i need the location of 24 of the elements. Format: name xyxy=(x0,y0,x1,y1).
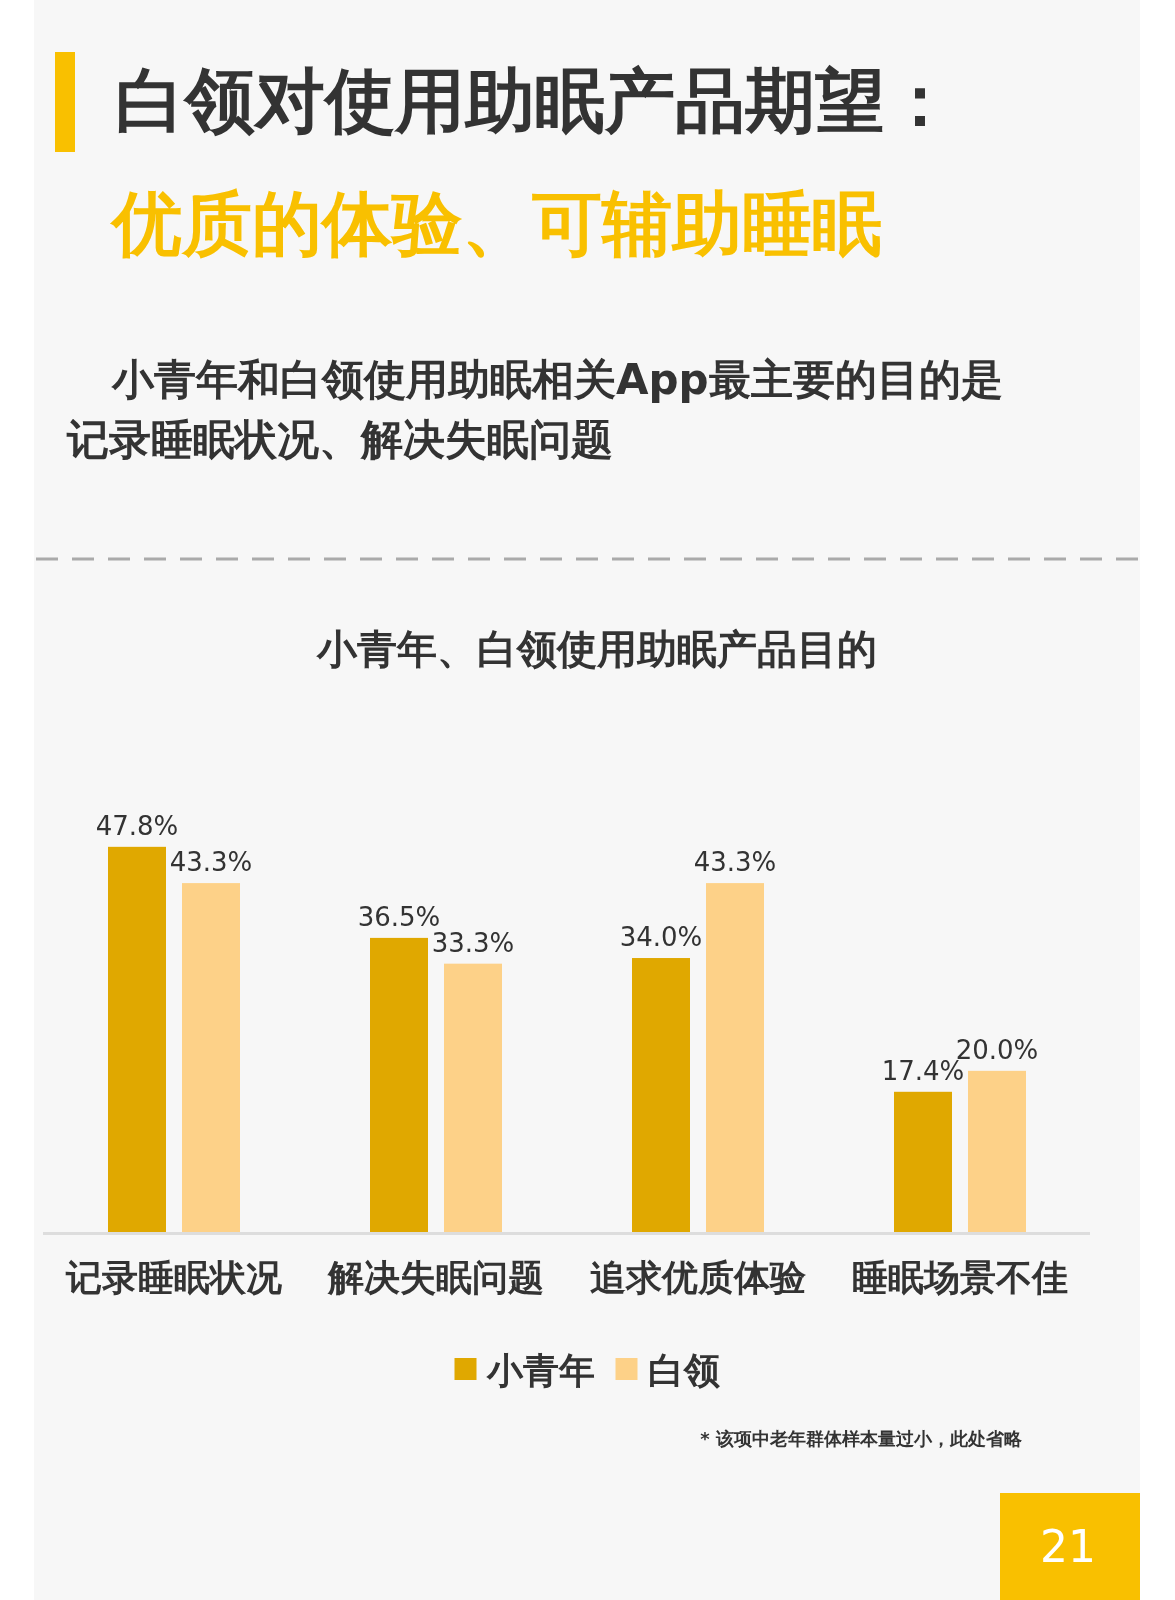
bar xyxy=(444,963,502,1232)
x-tick-label: 睡眠场景不佳 xyxy=(852,1257,1068,1298)
text: 小青年和白领使用助眠相关App最主要的目的是记录睡眠状况、解决失眠问题 xyxy=(67,354,1004,466)
text: * 该项中老年群体样本量过小，此处省略 xyxy=(700,1428,1023,1449)
bar xyxy=(894,1091,952,1232)
data-label: 43.3% xyxy=(693,847,777,878)
legend-label: 白领 xyxy=(647,1350,720,1391)
data-label: 34.0% xyxy=(619,922,703,953)
data-label: 43.3% xyxy=(169,847,253,878)
data-label: 47.8% xyxy=(95,810,179,841)
text: 优质的体验、可辅助睡眠 xyxy=(109,183,882,265)
x-tick-label: 解决失眠问题 xyxy=(327,1257,544,1298)
bar xyxy=(182,883,240,1232)
bar xyxy=(108,846,166,1232)
chart-title: 小青年、白领使用助眠产品目的 xyxy=(316,626,877,672)
bar xyxy=(968,1070,1026,1232)
legend-label: 小青年 xyxy=(485,1350,595,1391)
text: 21 xyxy=(1040,1521,1096,1572)
bar xyxy=(370,937,428,1232)
bar xyxy=(706,883,764,1232)
x-tick-label: 追求优质体验 xyxy=(590,1257,807,1298)
bar xyxy=(632,958,690,1232)
text: 白领对使用助眠产品期望： xyxy=(115,60,955,142)
x-tick-label: 记录睡眠状况 xyxy=(65,1257,282,1298)
